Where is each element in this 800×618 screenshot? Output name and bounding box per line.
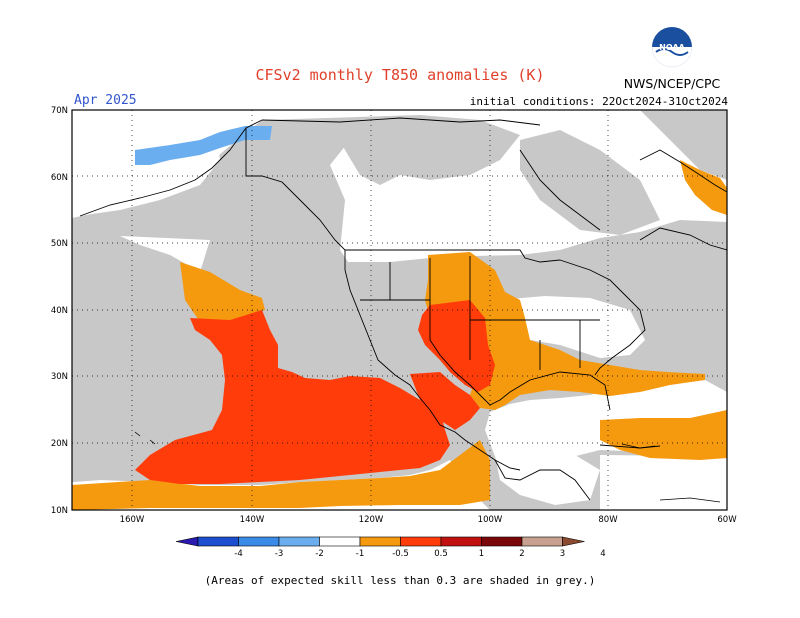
lon-label: 140W [240,515,265,525]
colorbar: -4 -3 -2 -1 -0.5 0.5 1 2 3 4 [175,536,606,559]
lat-label: 60N [51,173,68,183]
islands [134,431,721,503]
colorbar-max-arrow [562,536,585,547]
lat-label: 40N [51,306,68,316]
lat-label: 10N [51,506,68,516]
valid-month-label: Apr 2025 [74,93,137,108]
colorbar-segment [481,536,523,547]
colorbar-segment [359,536,401,547]
near-zero-areas [80,118,727,510]
lat-label: 30N [51,372,68,382]
colorbar-label: 1 [479,549,484,559]
lat-axis: 70N 60N 50N 40N 30N 20N 10N [51,106,68,516]
lon-label: 160W [120,515,145,525]
colorbar-segment [521,536,563,547]
colorbar-label: 3 [560,549,565,559]
chart-title: CFSv2 monthly T850 anomalies (K) [255,66,545,84]
colorbar-label: -2 [315,549,323,559]
colorbar-min-arrow [175,536,199,547]
anomaly-0.5-to-1 [72,160,727,510]
noaa-logo: NOAA [652,27,692,67]
colorbar-segment [278,536,320,547]
lon-axis: 160W 140W 120W 100W 80W 60W [120,515,738,525]
lon-label: 60W [717,515,737,525]
colorbar-segment [238,536,280,547]
lon-label: 80W [598,515,618,525]
lon-label: 100W [478,515,503,525]
graticule [72,110,727,510]
agency-label: NWS/NCEP/CPC [623,76,721,91]
colorbar-label: -3 [275,549,283,559]
colorbar-label: 2 [519,549,524,559]
colorbar-label: -1 [356,549,364,559]
colorbar-label: 0.5 [434,549,448,559]
colorbar-segment [440,536,482,547]
lat-label: 20N [51,439,68,449]
colorbar-segment [400,536,442,547]
map-frame [71,109,728,511]
lat-label: 70N [51,106,68,116]
noaa-logo-text: NOAA [659,43,685,52]
initial-conditions-label: initial conditions: 22Oct2024-31Oct2024 [469,95,728,108]
colorbar-label: -0.5 [392,549,409,559]
colorbar-segment [197,536,239,547]
anomaly-map [72,110,727,510]
colorbar-label: 4 [600,549,605,559]
skill-footnote: (Areas of expected skill less than 0.3 a… [204,574,596,587]
colorbar-segment [319,536,361,547]
lat-label: 50N [51,239,68,249]
colorbar-label: -4 [234,549,242,559]
lon-label: 120W [359,515,384,525]
negative-anomalies [135,126,272,165]
